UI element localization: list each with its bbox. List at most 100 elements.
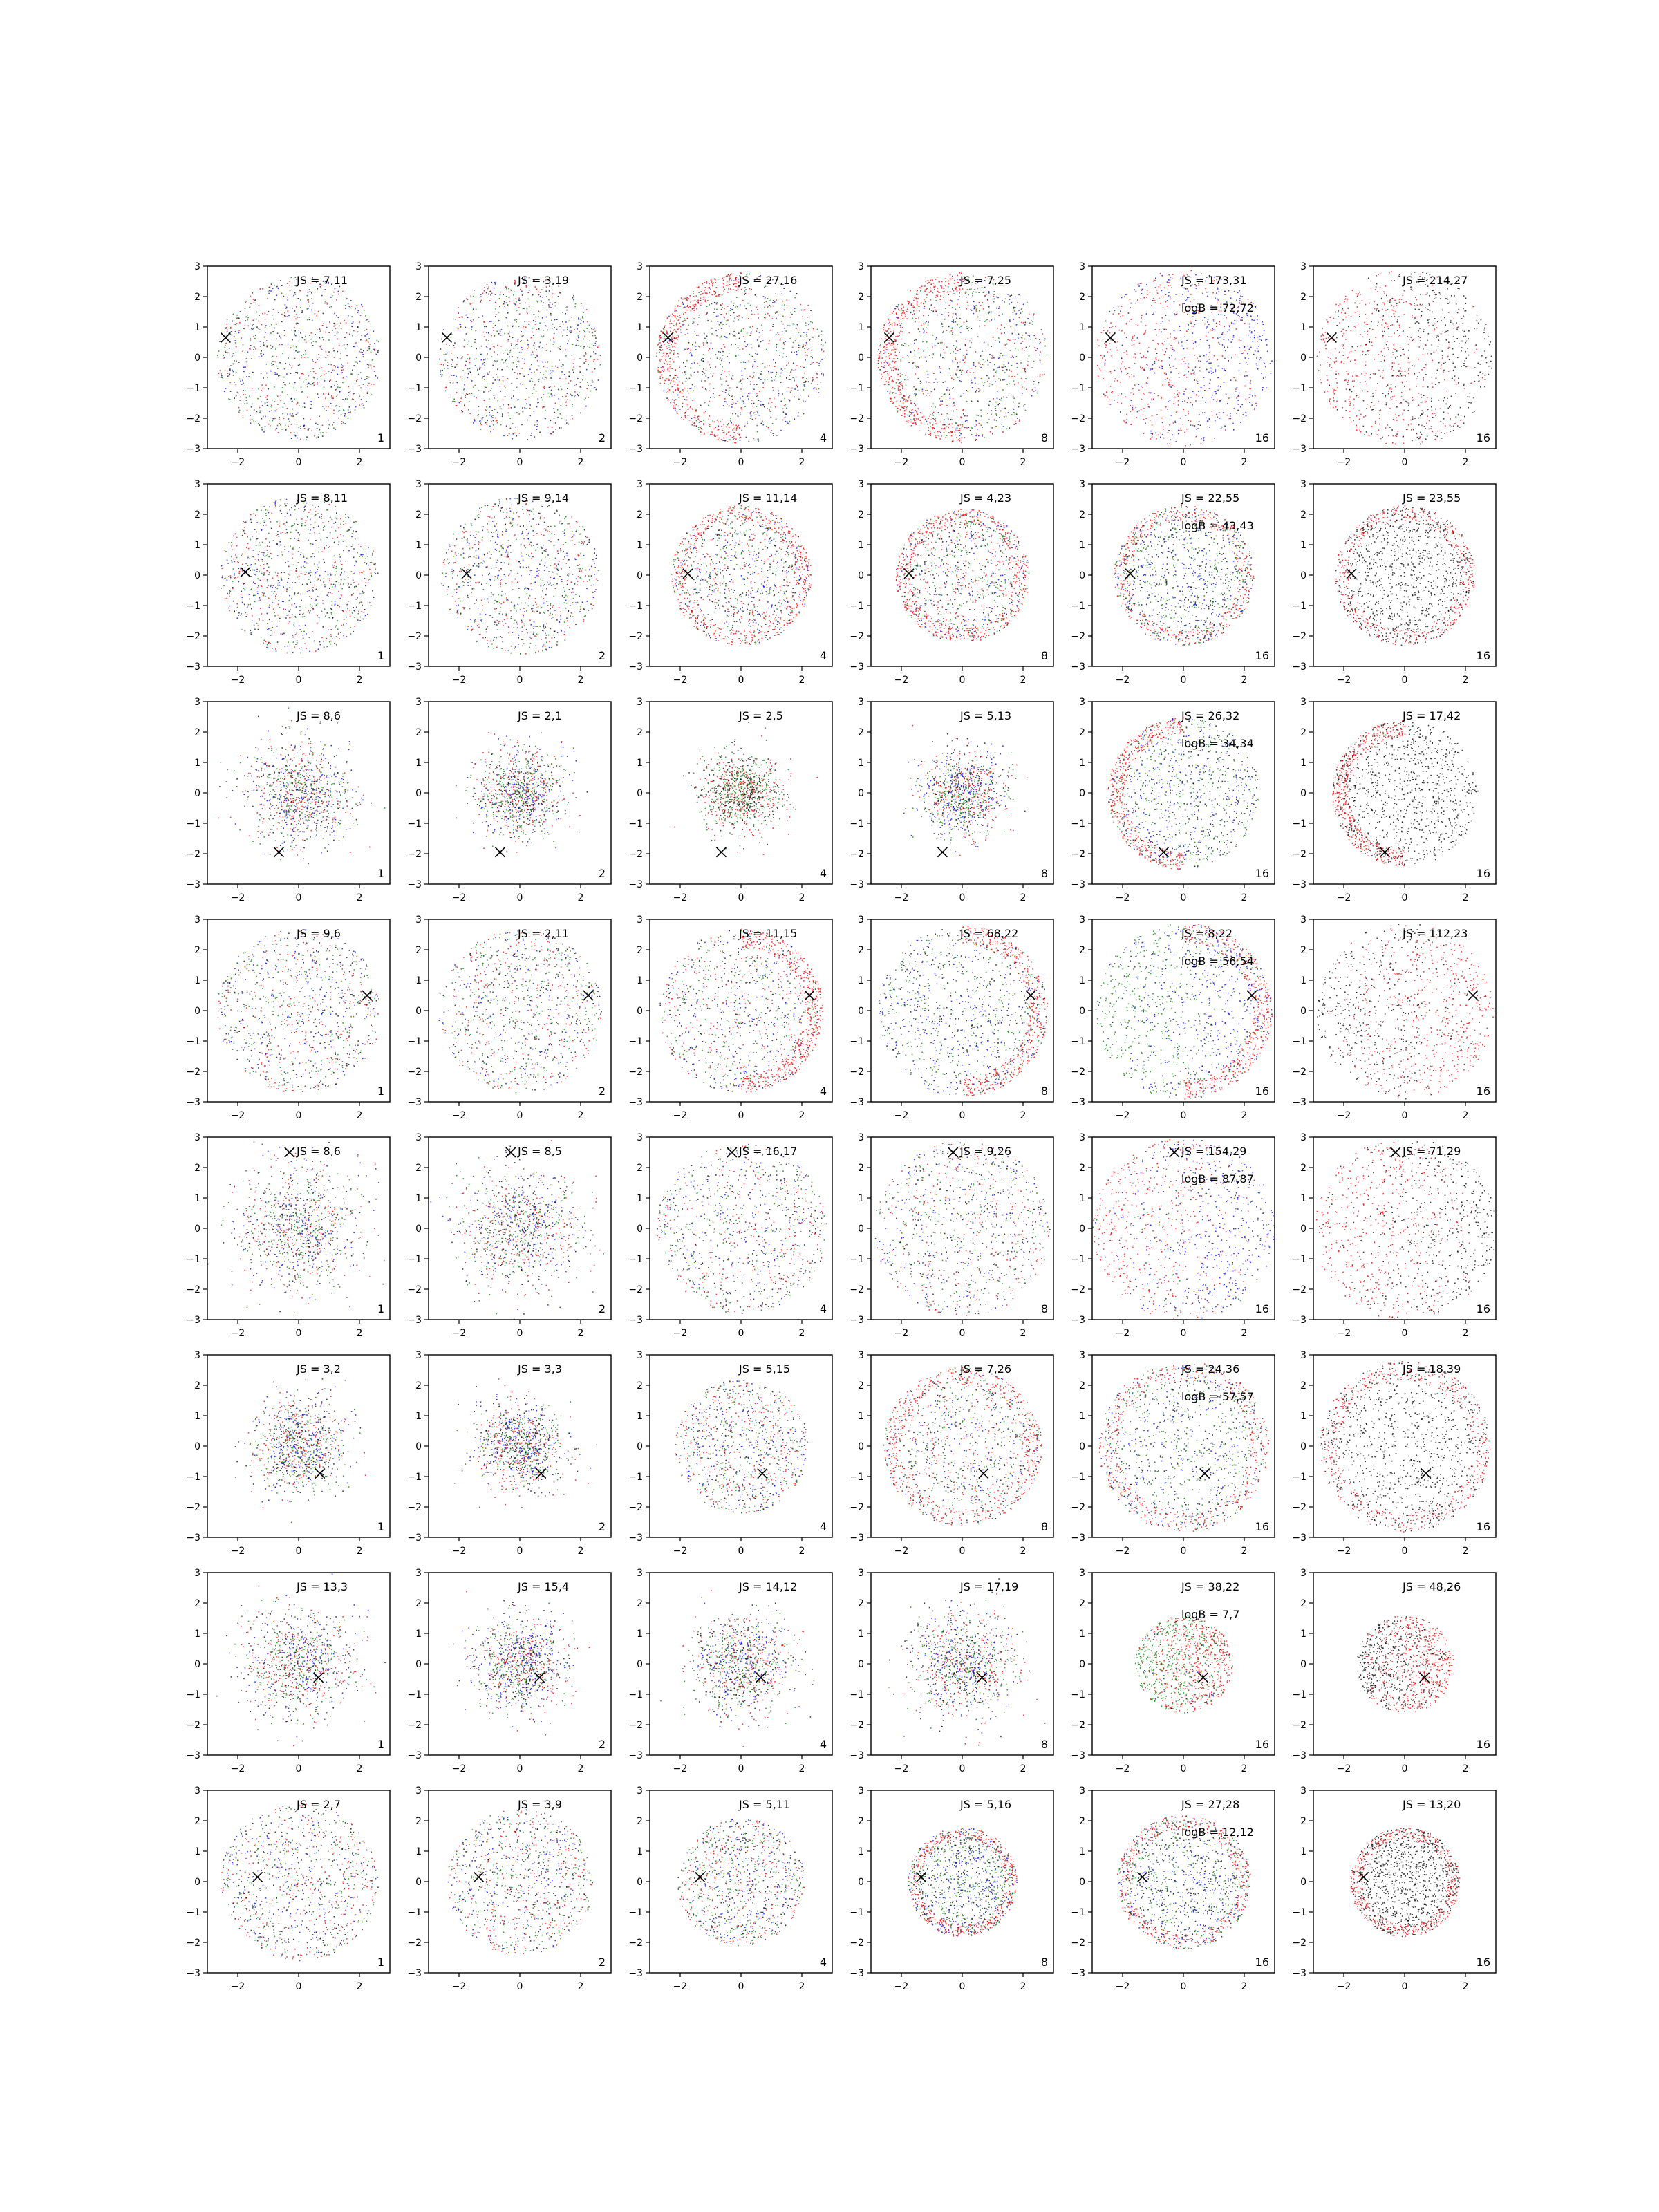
scatter-point	[735, 427, 738, 429]
scatter-point	[939, 299, 941, 300]
scatter-point	[879, 369, 881, 371]
scatter-point	[773, 359, 774, 361]
scatter-point	[958, 439, 959, 440]
scatter-point	[941, 396, 942, 397]
scatter-point	[923, 303, 924, 304]
scatter-point	[888, 332, 890, 334]
scatter-point	[366, 328, 368, 330]
scatter-point	[1224, 346, 1225, 348]
scatter-point	[294, 331, 295, 333]
scatter-point	[362, 354, 364, 355]
scatter-point	[1015, 413, 1018, 415]
scatter-point	[1098, 345, 1100, 347]
scatter-point	[740, 388, 742, 390]
scatter-point	[959, 369, 962, 371]
scatter-point	[774, 301, 776, 303]
scatter-point	[276, 373, 278, 375]
scatter-point	[259, 315, 260, 316]
scatter-point	[300, 332, 301, 334]
scatter-point	[760, 373, 762, 375]
scatter-point	[1039, 375, 1041, 377]
scatter-point	[1125, 337, 1127, 338]
scatter-point	[730, 274, 731, 276]
scatter-point	[1255, 363, 1257, 365]
scatter-point	[1025, 346, 1027, 348]
scatter-points	[1096, 270, 1273, 447]
scatter-point	[1154, 302, 1156, 303]
scatter-point	[687, 310, 689, 311]
scatter-point	[1033, 314, 1034, 316]
scatter-point	[458, 402, 460, 404]
scatter-point	[263, 353, 265, 355]
scatter-point	[913, 299, 915, 301]
scatter-point	[1145, 422, 1146, 424]
scatter-point	[471, 328, 472, 330]
scatter-point	[278, 287, 279, 289]
scatter-point	[666, 317, 668, 319]
scatter-point	[566, 335, 568, 336]
scatter-point	[493, 323, 494, 324]
scatter-point	[682, 324, 684, 326]
scatter-point	[443, 353, 445, 355]
scatter-point	[915, 365, 917, 367]
scatter-point	[664, 338, 666, 340]
scatter-point	[787, 421, 788, 423]
scatter-point	[1017, 418, 1018, 419]
scatter-point	[344, 423, 346, 424]
scatter-point	[768, 343, 770, 344]
scatter-point	[663, 329, 665, 331]
scatter-point	[293, 431, 295, 433]
scatter-point	[460, 358, 462, 360]
scatter-point	[254, 335, 256, 336]
scatter-point	[511, 344, 512, 346]
scatter-point	[480, 345, 482, 347]
scatter-point	[571, 317, 572, 318]
scatter-point	[769, 315, 771, 317]
scatter-point	[1181, 430, 1183, 431]
scatter-point	[266, 395, 268, 397]
scatter-point	[1212, 337, 1214, 339]
scatter-point	[250, 406, 252, 408]
scatter-point	[756, 384, 758, 386]
scatter-point	[1141, 317, 1142, 319]
scatter-point	[758, 280, 760, 282]
scatter-point	[318, 397, 319, 398]
scatter-point	[1003, 355, 1005, 356]
scatter-point	[357, 312, 359, 313]
scatter-point	[737, 354, 739, 356]
scatter-point	[442, 374, 443, 376]
scatter-point	[453, 375, 455, 376]
scatter-points	[438, 277, 601, 440]
scatter-point	[988, 311, 991, 312]
scatter-point	[906, 406, 908, 409]
scatter-point	[534, 384, 536, 386]
scatter-point	[971, 434, 973, 435]
scatter-point	[978, 435, 980, 437]
scatter-point	[676, 335, 678, 336]
scatter-point	[804, 309, 806, 310]
scatter-point	[906, 308, 908, 310]
scatter-point	[897, 411, 898, 413]
scatter-point	[798, 350, 799, 351]
scatter-point	[308, 428, 310, 429]
scatter-point	[507, 339, 509, 341]
scatter-point	[1185, 445, 1186, 447]
scatter-point	[574, 306, 576, 308]
scatter-point	[975, 310, 977, 312]
scatter-point	[1225, 428, 1227, 430]
scatter-point	[1206, 339, 1208, 341]
scatter-point	[669, 327, 671, 328]
scatter-point	[953, 379, 955, 381]
scatter-point	[720, 348, 722, 350]
scatter-point	[731, 422, 732, 424]
scatter-point	[993, 294, 995, 295]
scatter-point	[443, 329, 444, 330]
scatter-point	[975, 382, 976, 384]
scatter-point	[997, 328, 998, 329]
scatter-point	[684, 371, 686, 373]
scatter-point	[980, 409, 982, 411]
scatter-point	[735, 276, 738, 278]
scatter-point	[556, 328, 558, 330]
scatter-point	[584, 399, 585, 401]
scatter-point	[499, 294, 501, 296]
